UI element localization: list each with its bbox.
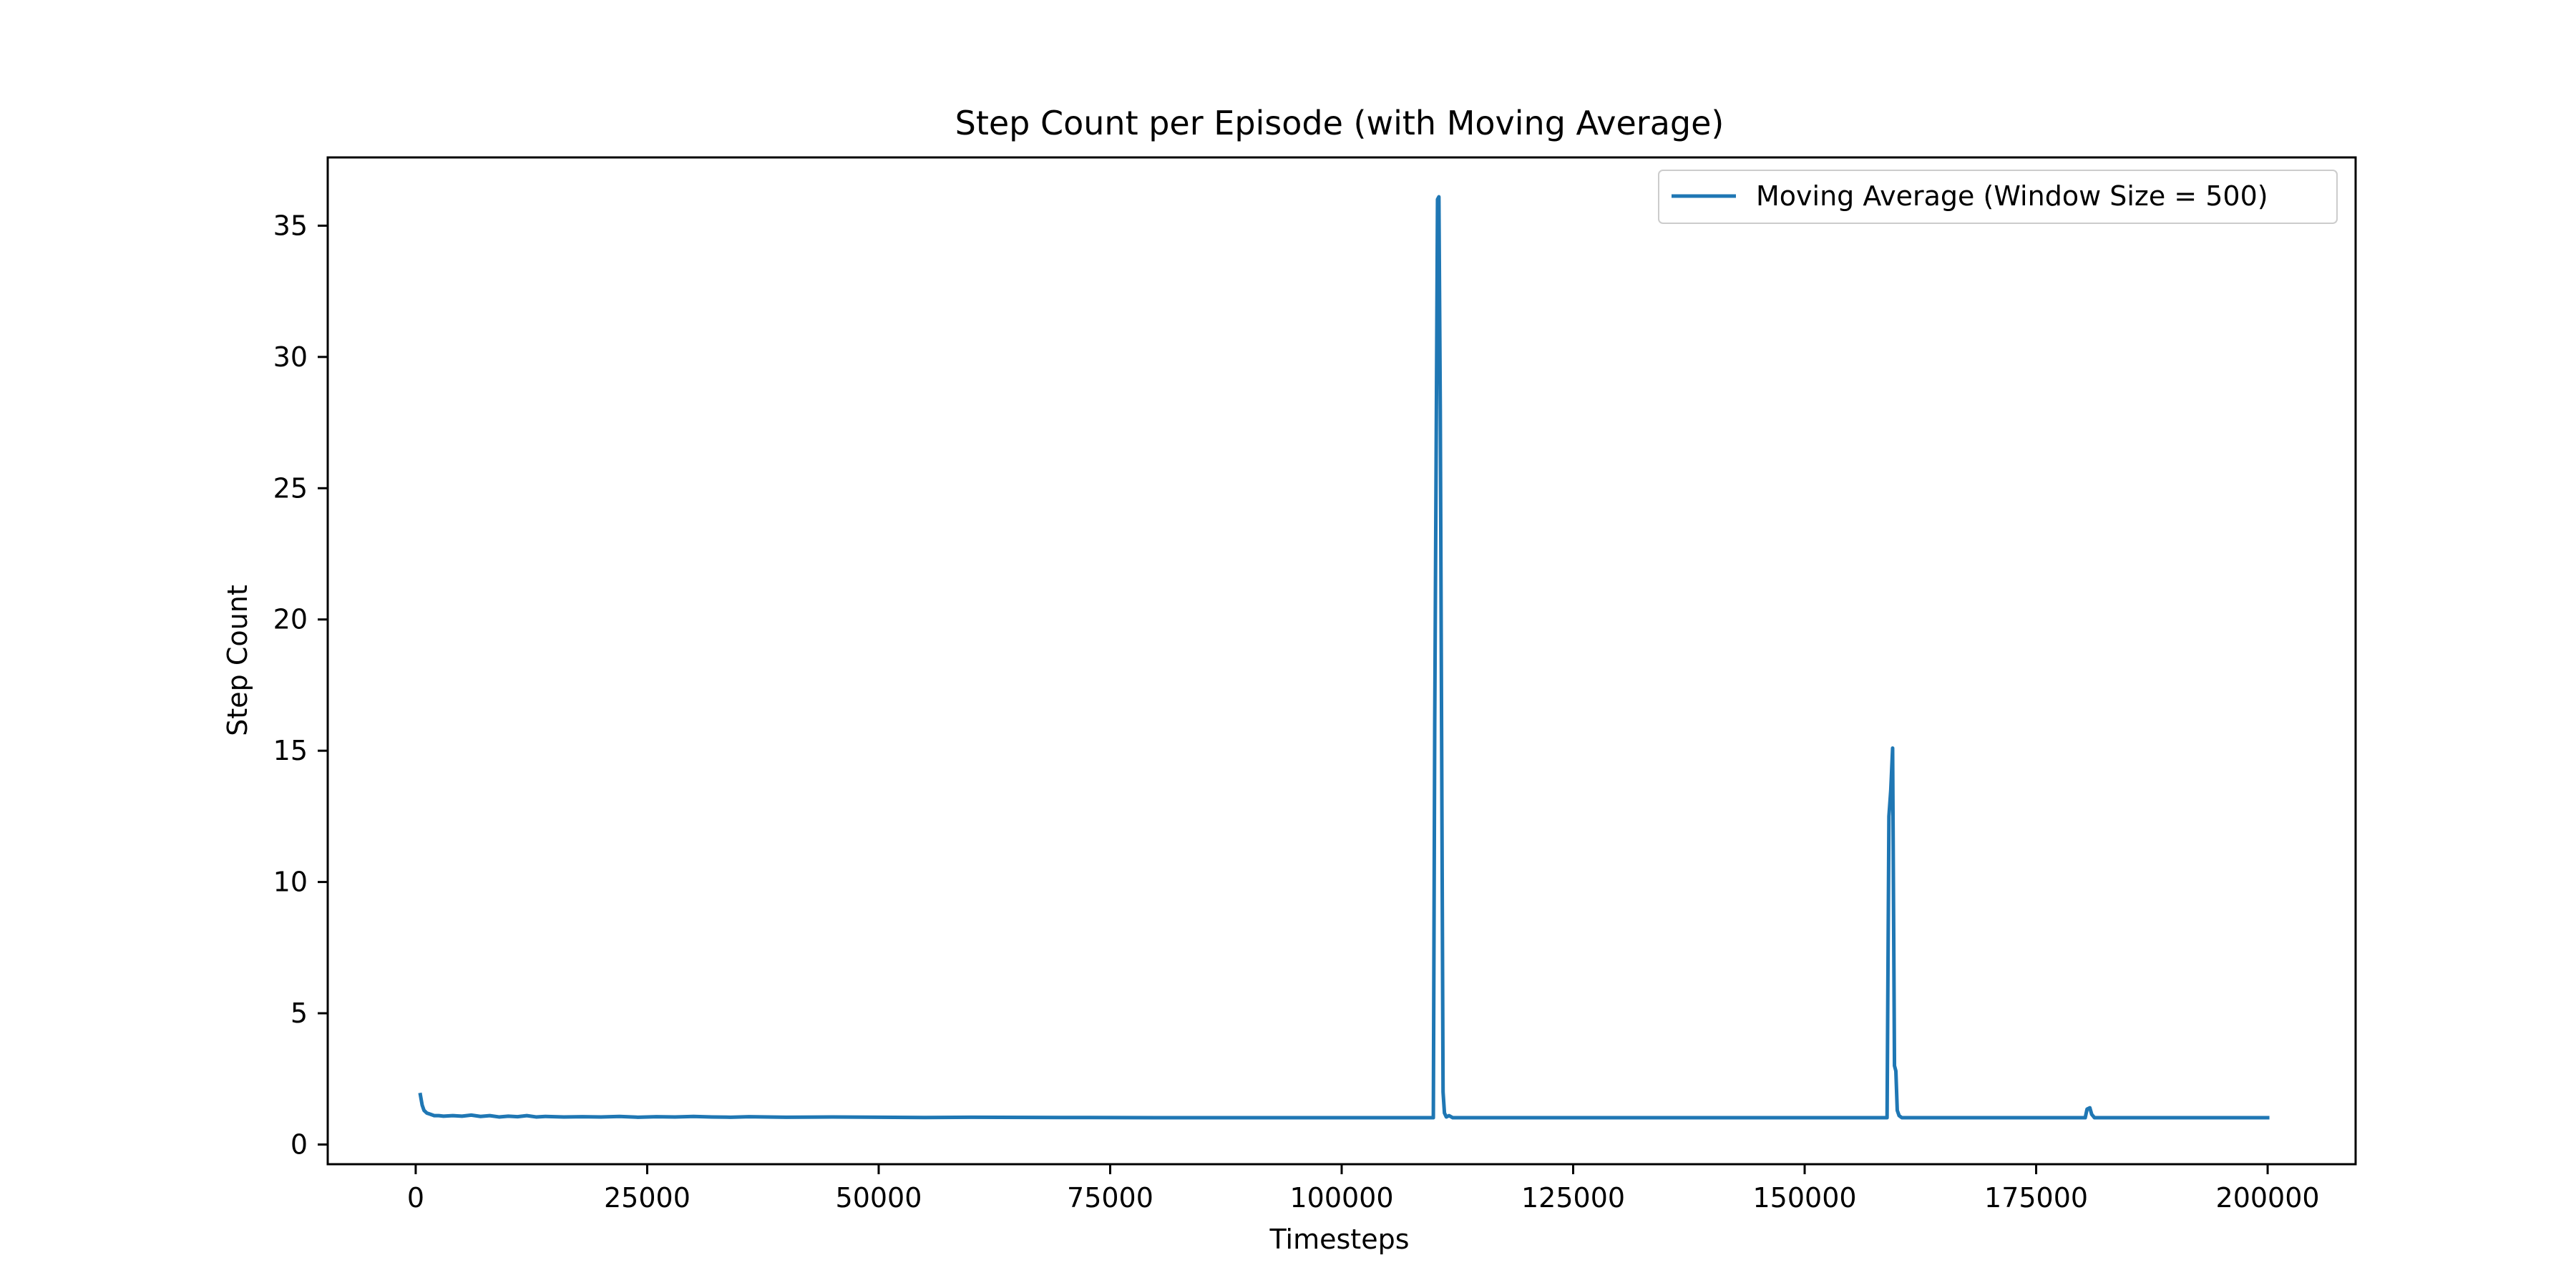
series-line-0	[418, 195, 2270, 1120]
y-axis-label: Step Count	[222, 585, 253, 736]
legend-box	[1658, 170, 2338, 224]
y-tick-label: 10	[273, 867, 308, 898]
x-axis-label: Timesteps	[1269, 1224, 1410, 1255]
x-tick-label: 200000	[2216, 1182, 2320, 1214]
y-tick-label: 0	[291, 1128, 308, 1160]
y-tick-label: 20	[273, 604, 308, 635]
x-tick-label: 0	[407, 1182, 424, 1214]
legend-label: Moving Average (Window Size = 500)	[1756, 180, 2268, 212]
x-tick-label: 100000	[1289, 1182, 1393, 1214]
plot-area	[418, 195, 2270, 1120]
x-tick-label: 125000	[1521, 1182, 1625, 1214]
legend: Moving Average (Window Size = 500)	[1658, 170, 2338, 224]
chart-title: Step Count per Episode (with Moving Aver…	[955, 104, 1724, 142]
x-tick-label: 175000	[1984, 1182, 2088, 1214]
x-tick-label: 50000	[836, 1182, 922, 1214]
axes: 0 25000 50000 75000 100000 125000 150000 175000…	[273, 156, 2357, 1214]
y-tick-label: 5	[291, 997, 308, 1029]
y-tick-label: 35	[273, 210, 308, 241]
x-tick-label: 75000	[1067, 1182, 1153, 1214]
y-tick-label: 30	[273, 341, 308, 373]
y-tick-label: 15	[273, 735, 308, 766]
x-tick-label: 150000	[1753, 1182, 1857, 1214]
x-tick-label: 25000	[604, 1182, 691, 1214]
y-tick-label: 25	[273, 472, 308, 504]
